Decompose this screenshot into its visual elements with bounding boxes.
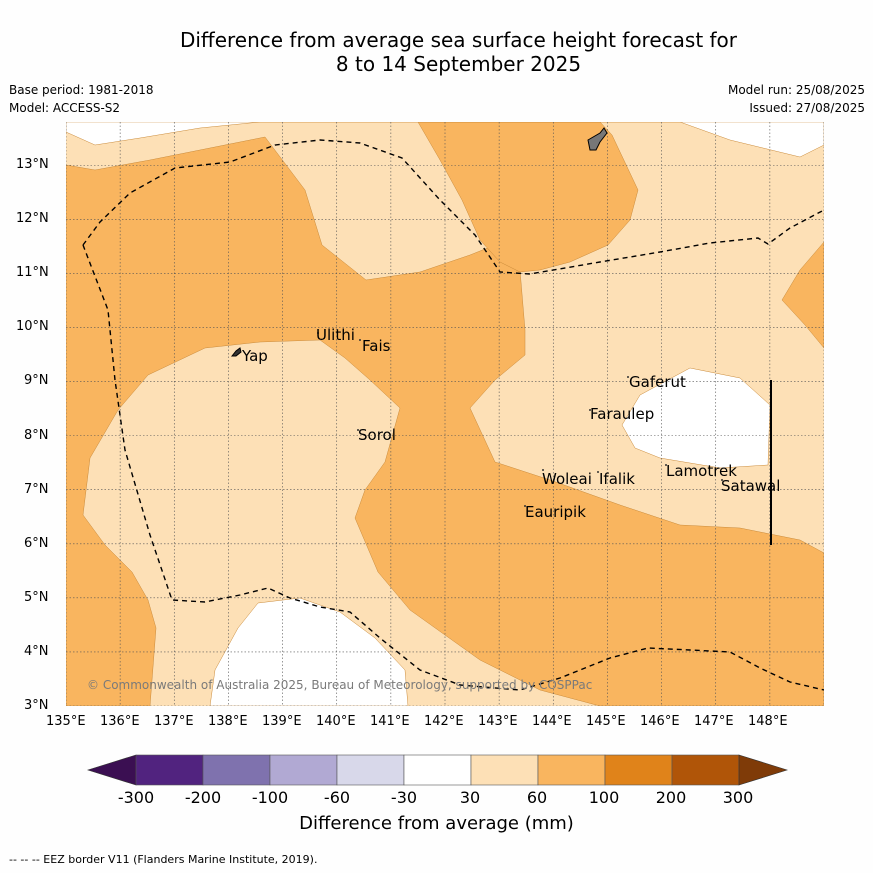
x-tick-label: 145°E [586,714,626,729]
colorbar-label: 300 [722,788,754,807]
colorbar-label: -100 [251,788,289,807]
colorbar-label: -200 [184,788,222,807]
colorbar-extend-high [738,754,789,786]
colorbar-bin [403,754,472,786]
x-tick-label: 143°E [478,714,518,729]
y-tick-label: 12°N [16,211,49,226]
colorbar-bin [202,754,271,786]
atoll-markers [317,332,723,507]
x-tick-label: 135°E [46,714,86,729]
x-tick-label: 146°E [640,714,680,729]
place-label-ulithi: Ulithi [316,326,355,344]
place-label-eauripik: Eauripik [525,503,586,521]
x-tick-label: 136°E [100,714,140,729]
x-tick-label: 139°E [262,714,302,729]
yap-land [230,347,242,357]
model-run-text: Model run: 25/08/2025 [727,83,865,97]
x-tick-label: 147°E [694,714,734,729]
place-label-satawal: Satawal [721,477,781,495]
place-label-faraulep: Faraulep [590,405,655,423]
eez-border-line-north [82,139,824,275]
map-title: Difference from average sea surface heig… [0,28,873,76]
y-tick-label: 3°N [24,698,49,713]
y-tick-label: 11°N [16,265,49,280]
guam-land [587,127,608,151]
issued-text: Issued: 27/08/2025 [749,101,865,115]
meta-left: Base period: 1981-2018 Model: ACCESS-S2 [9,81,154,117]
colorbar-bin [470,754,539,786]
title-line-2: 8 to 14 September 2025 [335,52,582,76]
x-tick-label: 144°E [532,714,572,729]
contour-region-west [66,136,824,706]
colorbar-label: 200 [655,788,687,807]
y-tick-label: 4°N [24,644,49,659]
x-tick-label: 138°E [208,714,248,729]
place-label-sorol: Sorol [358,426,396,444]
place-label-lamotrek: Lamotrek [666,462,737,480]
contour-layer [66,122,824,706]
place-label-woleai: Woleai [542,470,592,488]
footer-note: -- -- -- EEZ border V11 (Flanders Marine… [9,853,318,866]
colorbar-bin [269,754,338,786]
x-tick-label: 148°E [748,714,788,729]
contour-region-east [781,241,824,349]
y-tick-label: 13°N [16,157,49,172]
colorbar-bin [671,754,740,786]
y-tick-label: 7°N [24,482,49,497]
colorbar-label: 60 [526,788,548,807]
colorbar-bin [336,754,405,786]
y-tick-label: 6°N [24,536,49,551]
colorbar-label: 30 [459,788,481,807]
colorbar-label: -60 [323,788,351,807]
y-tick-label: 9°N [24,373,49,388]
colorbar-label: -300 [117,788,155,807]
neutral-region-north [66,122,824,158]
place-label-ifalik: Ifalik [599,470,635,488]
base-period-text: Base period: 1981-2018 [9,83,154,97]
copyright-text: © Commonwealth of Australia 2025, Bureau… [87,678,593,692]
place-label-gaferut: Gaferut [629,373,686,391]
graticule [66,122,824,706]
contour-region-north [417,122,639,273]
y-tick-label: 10°N [16,319,49,334]
title-line-1: Difference from average sea surface heig… [179,28,738,52]
colorbar-label: -30 [390,788,418,807]
x-tick-label: 141°E [370,714,410,729]
colorbar-extend-low [86,754,137,786]
place-label-yap: Yap [242,347,268,365]
y-tick-label: 5°N [24,590,49,605]
colorbar-label: 100 [588,788,620,807]
x-tick-label: 142°E [424,714,464,729]
colorbar-bin [135,754,204,786]
colorbar [86,754,789,786]
colorbar-bin [604,754,673,786]
x-tick-label: 140°E [316,714,356,729]
model-text: Model: ACCESS-S2 [9,101,121,115]
colorbar-bin [537,754,606,786]
meta-right: Model run: 25/08/2025 Issued: 27/08/2025 [728,81,865,117]
place-label-fais: Fais [362,337,391,355]
colorbar-title: Difference from average (mm) [299,813,574,834]
x-tick-label: 137°E [154,714,194,729]
y-tick-label: 8°N [24,428,49,443]
eez-border-line [82,244,824,691]
